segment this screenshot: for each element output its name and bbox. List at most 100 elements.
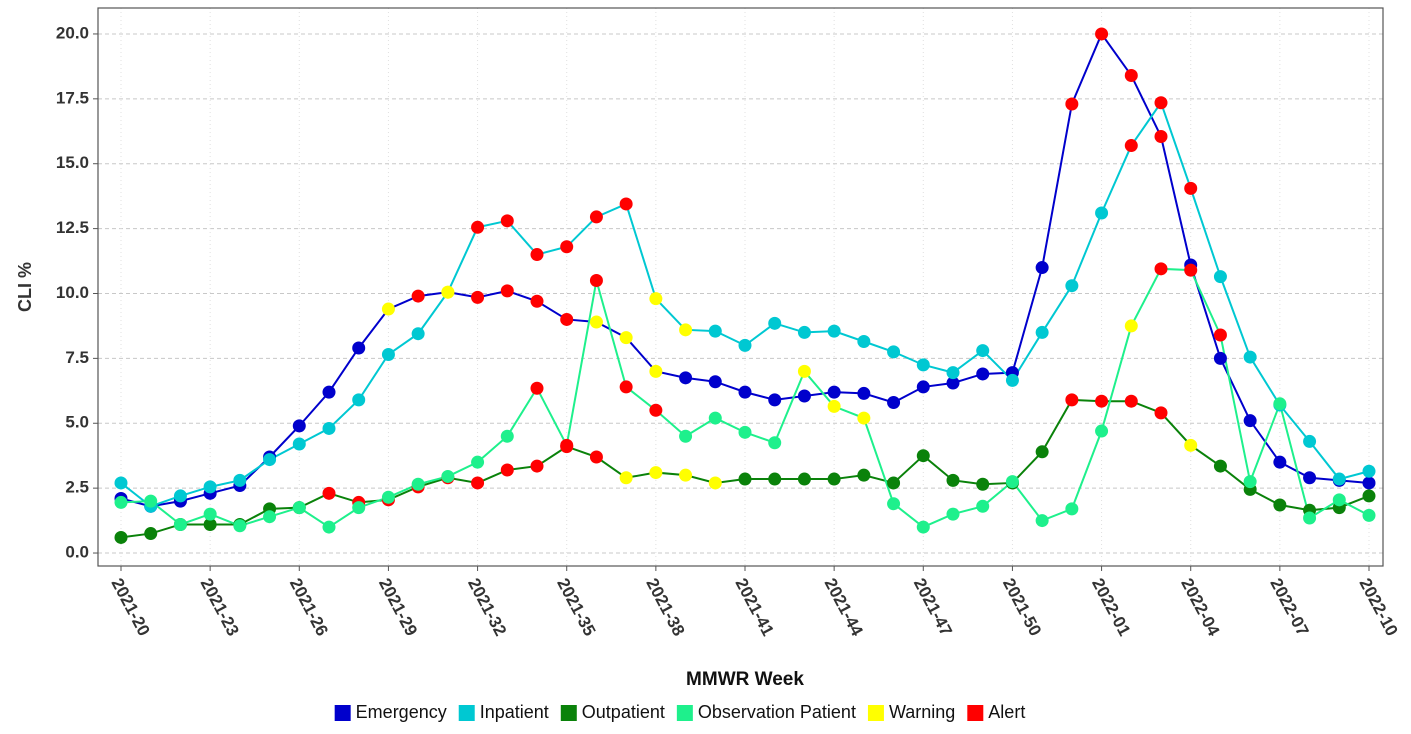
data-point xyxy=(144,494,158,508)
x-axis-label: MMWR Week xyxy=(686,669,804,690)
data-point xyxy=(441,469,455,483)
data-point xyxy=(946,366,960,380)
data-point xyxy=(708,476,722,490)
data-point xyxy=(619,380,633,394)
data-point xyxy=(471,455,485,469)
data-point xyxy=(827,385,841,399)
data-point xyxy=(649,364,663,378)
y-tick-label: 0.0 xyxy=(65,543,89,562)
data-point xyxy=(1124,68,1138,82)
data-point xyxy=(471,220,485,234)
data-point xyxy=(322,385,336,399)
data-point xyxy=(1273,455,1287,469)
data-point xyxy=(857,386,871,400)
data-point xyxy=(263,510,277,524)
data-point xyxy=(471,290,485,304)
data-point xyxy=(589,274,603,288)
data-point xyxy=(1303,434,1317,448)
data-point xyxy=(1213,459,1227,473)
data-point xyxy=(1362,489,1376,503)
data-point xyxy=(916,358,930,372)
data-point xyxy=(1005,475,1019,489)
data-point xyxy=(381,347,395,361)
legend-label: Emergency xyxy=(356,702,447,722)
data-point xyxy=(857,468,871,482)
data-point xyxy=(530,459,544,473)
data-point xyxy=(768,436,782,450)
legend-swatch xyxy=(867,705,884,721)
legend-swatch xyxy=(560,705,577,721)
data-point xyxy=(322,520,336,534)
data-point xyxy=(976,344,990,358)
data-point xyxy=(916,449,930,463)
data-point xyxy=(946,507,960,521)
legend-label: Alert xyxy=(988,702,1025,722)
data-point xyxy=(768,393,782,407)
data-point xyxy=(797,364,811,378)
data-point xyxy=(797,389,811,403)
x-tick-label: 2021-47 xyxy=(910,575,956,639)
data-point xyxy=(946,473,960,487)
data-point xyxy=(1362,476,1376,490)
data-point xyxy=(292,419,306,433)
data-point xyxy=(1184,438,1198,452)
data-point xyxy=(679,468,693,482)
data-point xyxy=(203,480,217,494)
data-point xyxy=(322,421,336,435)
data-point xyxy=(1243,414,1257,428)
data-point xyxy=(1273,498,1287,512)
data-point xyxy=(976,477,990,491)
data-point xyxy=(738,385,752,399)
data-point xyxy=(649,292,663,306)
data-point xyxy=(381,302,395,316)
y-axis-label: CLI % xyxy=(15,262,35,312)
data-point xyxy=(708,411,722,425)
data-point xyxy=(352,501,366,515)
data-point xyxy=(1332,493,1346,507)
data-point xyxy=(1184,263,1198,277)
data-point xyxy=(1303,511,1317,525)
data-point xyxy=(619,471,633,485)
data-point xyxy=(1154,262,1168,276)
data-point xyxy=(1065,502,1079,516)
data-point xyxy=(619,331,633,345)
data-point xyxy=(857,411,871,425)
legend-label: Inpatient xyxy=(480,702,549,722)
y-tick-label: 20.0 xyxy=(56,23,89,42)
x-tick-label: 2022-07 xyxy=(1266,575,1312,639)
data-point xyxy=(827,324,841,338)
data-point xyxy=(144,527,158,541)
data-point xyxy=(1184,181,1198,195)
data-point xyxy=(738,425,752,439)
data-point xyxy=(114,476,128,490)
x-tick-label: 2021-41 xyxy=(732,575,778,639)
data-point xyxy=(679,429,693,443)
data-point xyxy=(1154,129,1168,143)
data-point xyxy=(738,472,752,486)
data-point xyxy=(797,472,811,486)
data-point xyxy=(500,429,514,443)
x-tick-label: 2021-38 xyxy=(642,575,688,639)
data-point xyxy=(768,472,782,486)
data-point xyxy=(708,375,722,389)
data-point xyxy=(173,489,187,503)
legend-label: Warning xyxy=(889,702,955,722)
y-tick-label: 10.0 xyxy=(56,283,89,302)
data-point xyxy=(560,312,574,326)
data-point xyxy=(589,210,603,224)
x-tick-label: 2021-26 xyxy=(286,575,332,639)
data-point xyxy=(649,403,663,417)
data-point xyxy=(1332,472,1346,486)
data-point xyxy=(1303,471,1317,485)
data-point xyxy=(441,285,455,299)
data-point xyxy=(560,240,574,254)
data-point xyxy=(1065,97,1079,111)
data-point xyxy=(1213,270,1227,284)
data-point xyxy=(679,371,693,385)
legend-swatch xyxy=(967,705,984,721)
x-tick-label: 2022-01 xyxy=(1088,575,1134,639)
data-point xyxy=(1035,261,1049,275)
data-point xyxy=(887,497,901,511)
